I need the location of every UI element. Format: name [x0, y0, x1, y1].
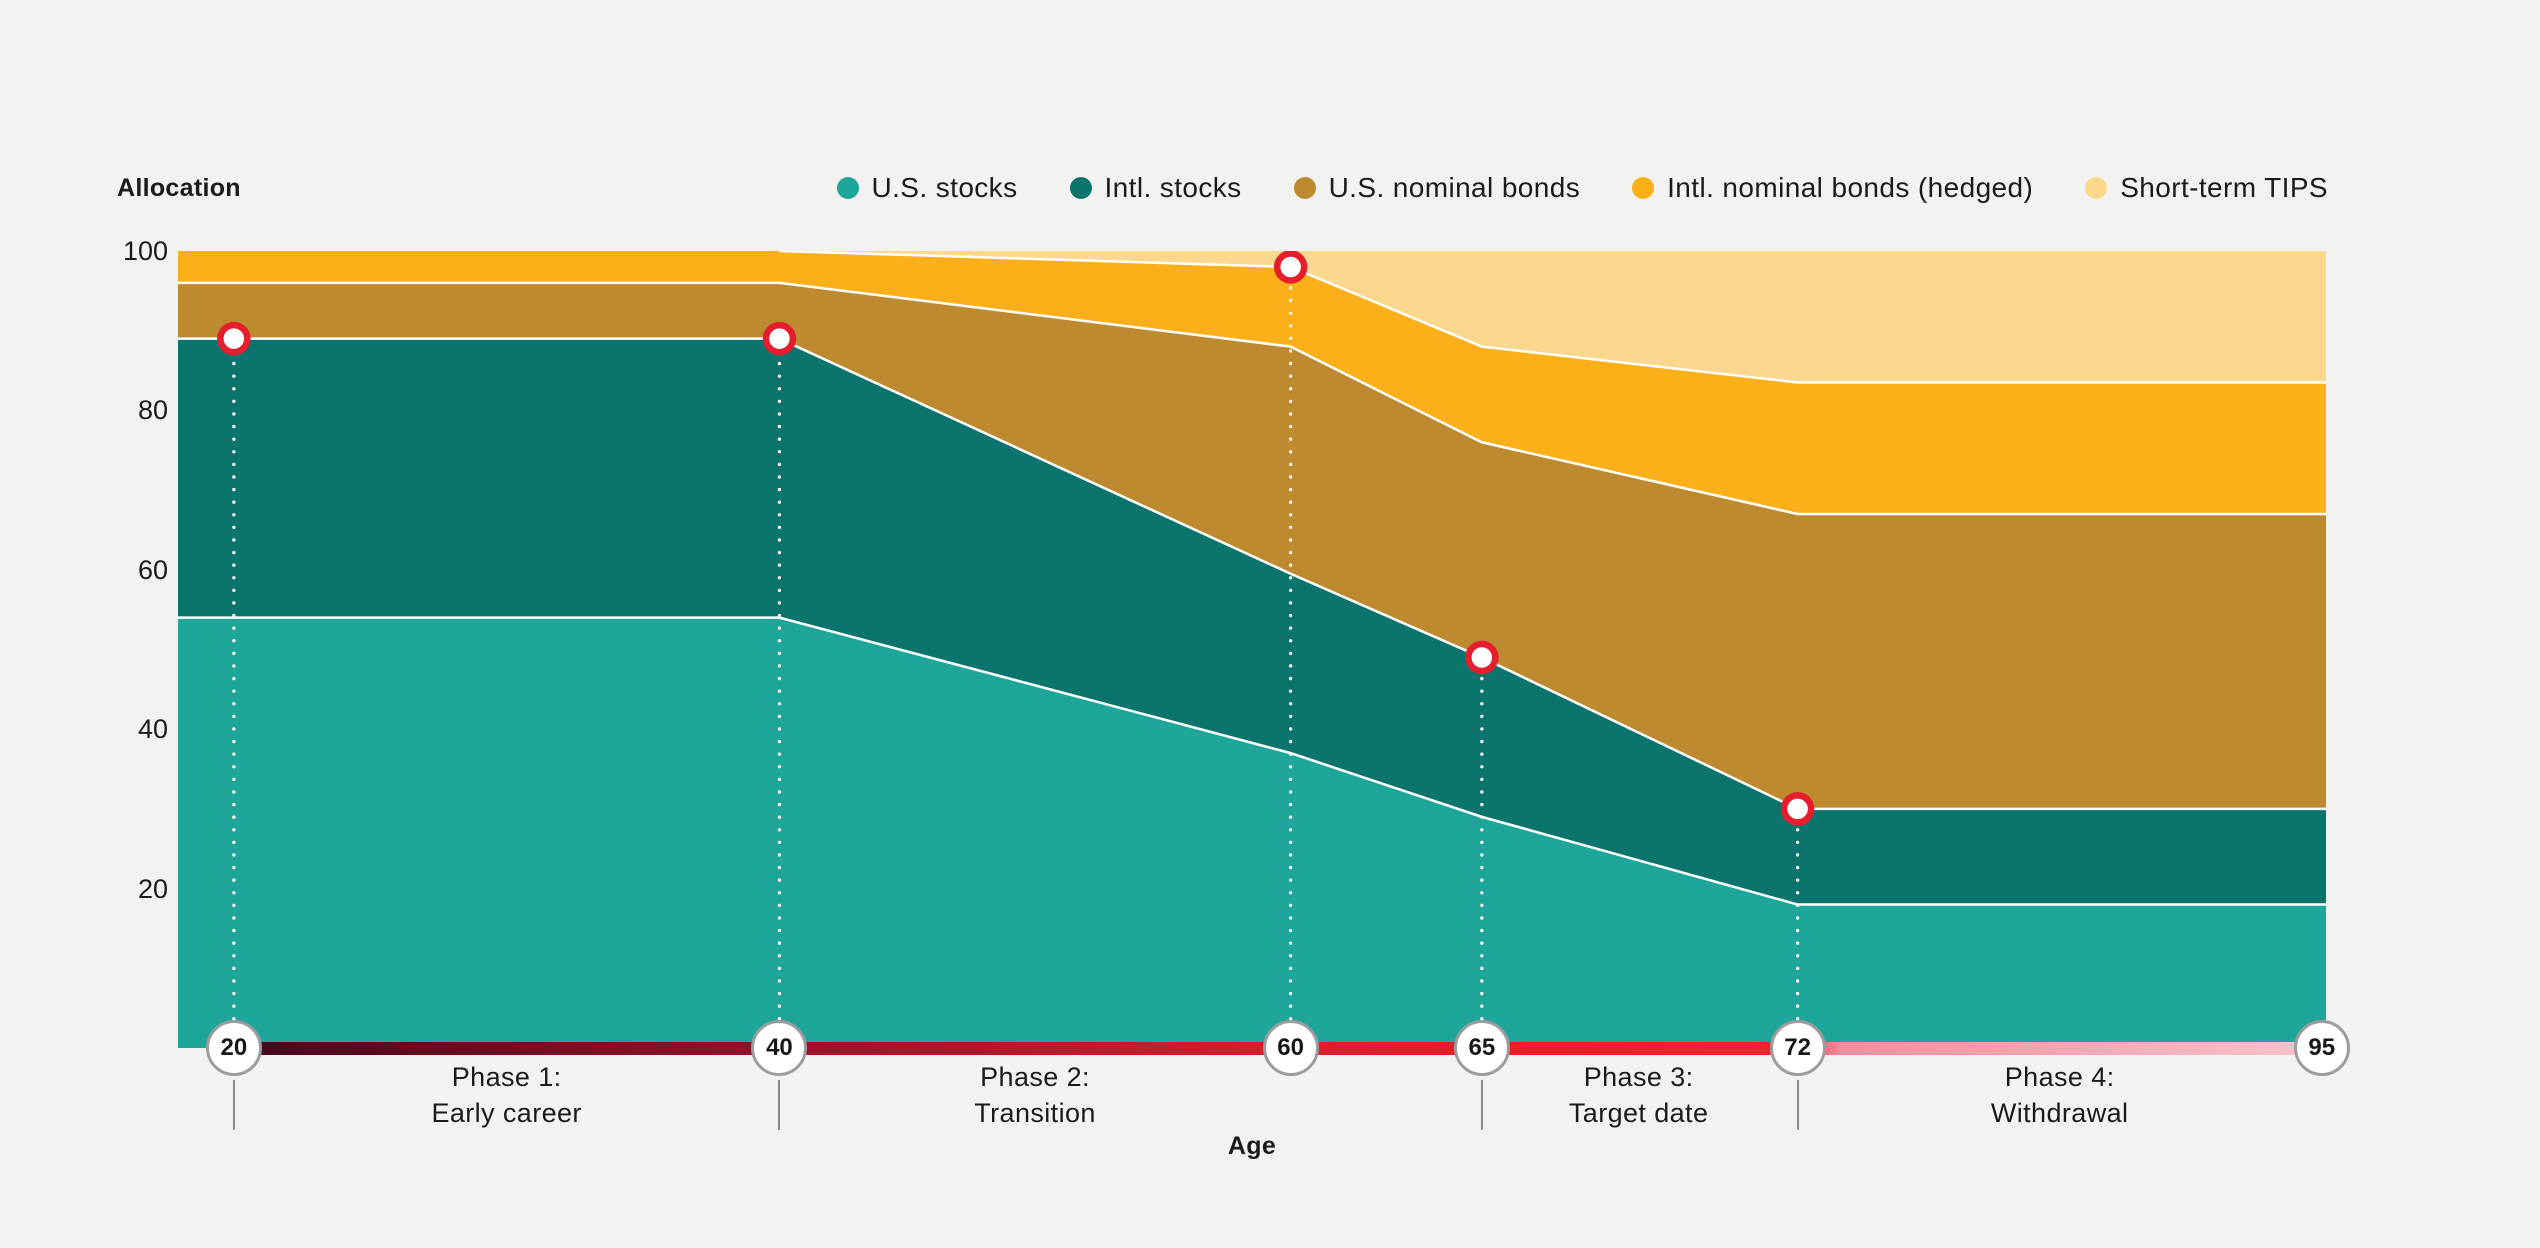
milestone-marker-age-60	[1273, 251, 1308, 284]
legend-label: Intl. stocks	[1104, 172, 1242, 203]
legend-item-short-term-tips: Short-term TIPS	[2085, 172, 2328, 204]
band-boundary-line	[178, 281, 2326, 516]
y-tick-label: 100	[122, 236, 168, 266]
area-short-term-tips	[178, 251, 2326, 383]
band-boundary-line	[779, 251, 2326, 384]
age-circle-60: 60	[1262, 1020, 1319, 1076]
age-circle-65: 65	[1453, 1020, 1510, 1076]
phase-label-3: Phase 3: Target date	[1569, 1059, 1709, 1131]
milestone-marker-age-20	[217, 321, 251, 356]
phase-label-2: Phase 2: Transition	[974, 1059, 1096, 1131]
legend-item-u-s-nominal-bonds: U.S. nominal bonds	[1293, 172, 1581, 204]
stacked-area-plot	[178, 251, 2326, 1048]
y-tick-label: 40	[137, 714, 168, 745]
phase-label-line2: Target date	[1568, 1098, 1709, 1128]
legend-item-intl-nominal-bonds-hedged: Intl. nominal bonds (hedged)	[1632, 172, 2033, 204]
phase-tick-age-40	[778, 1080, 781, 1130]
legend-swatch-icon	[1632, 177, 1655, 199]
milestone-marker-age-65	[1465, 640, 1499, 675]
legend-swatch-icon	[836, 177, 859, 199]
legend-swatch-icon	[2085, 177, 2108, 199]
phase-tick-age-20	[232, 1080, 235, 1130]
phase-label-line1: Phase 2:	[980, 1062, 1090, 1092]
area-u-s-stocks	[178, 617, 2326, 1048]
legend-label: U.S. stocks	[871, 172, 1018, 203]
area-u-s-nominal-bonds	[178, 282, 2326, 809]
age-circle-40: 40	[751, 1020, 808, 1076]
age-circle-95: 95	[2293, 1020, 2350, 1076]
y-tick-label: 80	[137, 395, 168, 426]
x-axis-title: Age	[1227, 1132, 1277, 1160]
legend-label: U.S. nominal bonds	[1328, 172, 1581, 203]
phase-label-line2: Early career	[431, 1098, 582, 1128]
legend-item-u-s-stocks: U.S. stocks	[836, 172, 1018, 204]
age-circle-72: 72	[1769, 1020, 1826, 1076]
phase-label-1: Phase 1: Early career	[431, 1059, 581, 1131]
age-circle-20: 20	[205, 1020, 262, 1076]
phase-label-line2: Transition	[974, 1098, 1096, 1128]
milestone-marker-age-40	[762, 321, 797, 356]
phase-tick-age-72	[1796, 1080, 1799, 1130]
legend-swatch-icon	[1069, 177, 1092, 199]
legend-label: Intl. nominal bonds (hedged)	[1667, 172, 2034, 203]
y-axis-title: Allocation	[117, 174, 241, 202]
legend-item-intl-stocks: Intl. stocks	[1069, 172, 1242, 204]
phase-label-line1: Phase 4:	[2004, 1062, 2115, 1092]
legend-label: Short-term TIPS	[2120, 172, 2328, 203]
phase-label-line2: Withdrawal	[1990, 1098, 2129, 1128]
band-boundary-line	[178, 616, 2326, 906]
y-tick-label: 60	[137, 554, 168, 585]
y-tick-label: 20	[137, 873, 168, 904]
legend: U.S. stocks Intl. stocks U.S. nominal bond…	[836, 172, 2329, 204]
phase-label-4: Phase 4: Withdrawal	[1991, 1059, 2129, 1131]
legend-swatch-icon	[1293, 177, 1316, 199]
area-intl-nominal-bonds-hedged	[178, 251, 2326, 515]
phase-label-line1: Phase 3:	[1583, 1062, 1694, 1092]
milestone-marker-age-72	[1780, 792, 1815, 826]
band-boundary-line	[178, 337, 2326, 811]
phase-tick-age-65	[1480, 1080, 1483, 1130]
phase-label-line1: Phase 1:	[451, 1062, 562, 1092]
area-intl-stocks	[178, 338, 2326, 905]
